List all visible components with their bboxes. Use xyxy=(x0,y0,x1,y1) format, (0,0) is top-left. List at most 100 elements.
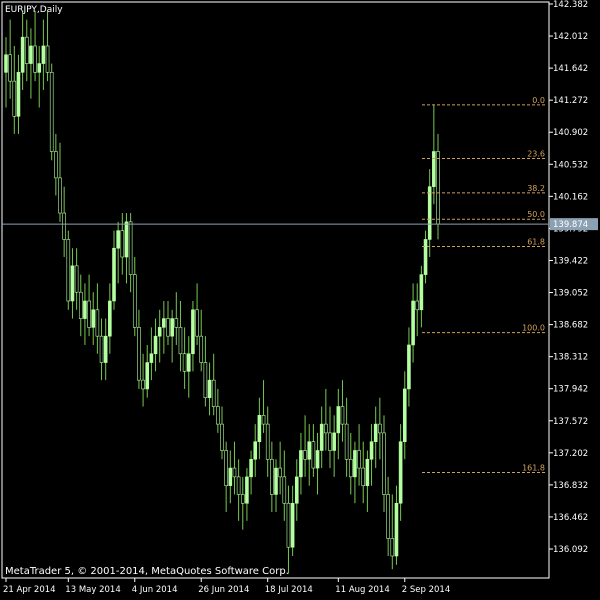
candle xyxy=(278,441,282,495)
fib-level[interactable]: 100.0 xyxy=(422,324,545,334)
candle xyxy=(245,468,249,521)
candle-body xyxy=(145,362,150,390)
candle xyxy=(137,309,141,389)
candle xyxy=(145,344,150,398)
candle-body xyxy=(157,327,162,337)
candle xyxy=(257,397,262,460)
candle-body xyxy=(74,265,79,293)
candle xyxy=(124,213,129,284)
candle-body xyxy=(33,45,37,73)
candle-body xyxy=(415,300,420,311)
fib-level[interactable]: 161.8 xyxy=(422,463,545,473)
candle xyxy=(20,10,25,90)
candle-body xyxy=(12,80,17,117)
candle-body xyxy=(382,432,386,495)
candle-body xyxy=(199,335,204,363)
candle-body xyxy=(112,247,116,302)
candle-body xyxy=(24,36,29,64)
time-tick-label: 11 Aug 2014 xyxy=(335,585,389,595)
fib-level-label: 161.8 xyxy=(522,463,545,472)
time-tick-label: 26 Jun 2014 xyxy=(198,585,249,595)
candle-body xyxy=(195,309,199,337)
candle xyxy=(195,283,199,345)
candle-body xyxy=(423,239,428,275)
current-price-tag xyxy=(550,218,598,231)
candle-body xyxy=(45,45,50,73)
fib-level[interactable]: 61.8 xyxy=(422,237,545,247)
candle-body xyxy=(270,458,274,495)
candle xyxy=(261,380,266,433)
candle-body xyxy=(336,406,341,434)
price-tick-label: 138.312 xyxy=(553,353,588,363)
candle xyxy=(153,318,158,372)
price-tick-label: 140.532 xyxy=(553,160,588,170)
candle-body xyxy=(427,186,432,240)
candle xyxy=(407,327,411,407)
candle xyxy=(224,441,228,513)
candle-body xyxy=(70,265,75,302)
candle xyxy=(398,424,403,521)
candle xyxy=(99,318,104,381)
candle-body xyxy=(166,318,170,337)
candle-body xyxy=(16,72,21,117)
candle-body xyxy=(432,151,436,187)
candle-body xyxy=(62,212,66,240)
candle xyxy=(382,415,386,513)
candle-body xyxy=(228,467,233,486)
fib-level-label: 38.2 xyxy=(527,184,545,193)
current-price-value: 139.874 xyxy=(553,220,588,230)
candle xyxy=(120,213,125,275)
candle-body xyxy=(303,450,307,460)
candle-body xyxy=(149,353,154,363)
candle-body xyxy=(365,458,370,486)
candle xyxy=(103,318,108,381)
candle xyxy=(78,274,83,337)
candle xyxy=(394,485,399,565)
candle xyxy=(228,450,233,504)
fib-level[interactable]: 23.6 xyxy=(422,150,545,160)
candle-body xyxy=(108,300,112,337)
candle xyxy=(166,300,170,345)
candle xyxy=(191,300,195,372)
candle xyxy=(270,441,274,513)
time-axis[interactable]: 21 Apr 2014 13 May 2014 4 Jun 2014 26 Jun 2… xyxy=(3,578,450,595)
candle xyxy=(378,397,382,460)
price-tick-label: 140.902 xyxy=(553,128,588,138)
candle xyxy=(29,28,33,99)
candle xyxy=(45,10,50,82)
candle xyxy=(70,248,75,319)
price-axis[interactable]: 142.382 142.012 141.642 141.272 140.902 140.5… xyxy=(549,0,598,555)
price-tick-label: 136.832 xyxy=(553,481,588,491)
candle-body xyxy=(436,151,440,225)
fib-level[interactable]: 0.0 xyxy=(422,96,545,106)
candle-body xyxy=(220,423,224,451)
candle xyxy=(87,274,91,337)
candle xyxy=(149,327,154,381)
time-tick-label: 21 Apr 2014 xyxy=(3,585,56,595)
candle xyxy=(12,45,17,134)
candle-body xyxy=(265,423,270,460)
candle xyxy=(357,424,361,486)
candle xyxy=(348,432,353,495)
candle-body xyxy=(274,467,278,495)
candle xyxy=(294,459,299,521)
candle xyxy=(253,424,258,477)
candle-body xyxy=(87,300,91,328)
candle xyxy=(95,283,100,354)
fibonacci-retracement[interactable]: 0.0 23.6 38.2 50.0 61.8 100.0 161.8 xyxy=(422,96,545,473)
candle-body xyxy=(315,450,320,469)
candle-body xyxy=(37,63,42,73)
candle-body xyxy=(328,432,332,451)
candle xyxy=(162,300,166,354)
candle-body xyxy=(186,353,191,372)
fib-level[interactable]: 38.2 xyxy=(422,184,545,194)
fib-level[interactable]: 50.0 xyxy=(422,210,545,220)
candle-body xyxy=(116,230,120,249)
candle-body xyxy=(170,318,174,337)
candle xyxy=(62,186,66,258)
time-tick-label: 2 Sep 2014 xyxy=(402,585,450,595)
price-tick-label: 137.942 xyxy=(553,385,588,395)
candle xyxy=(336,388,341,460)
